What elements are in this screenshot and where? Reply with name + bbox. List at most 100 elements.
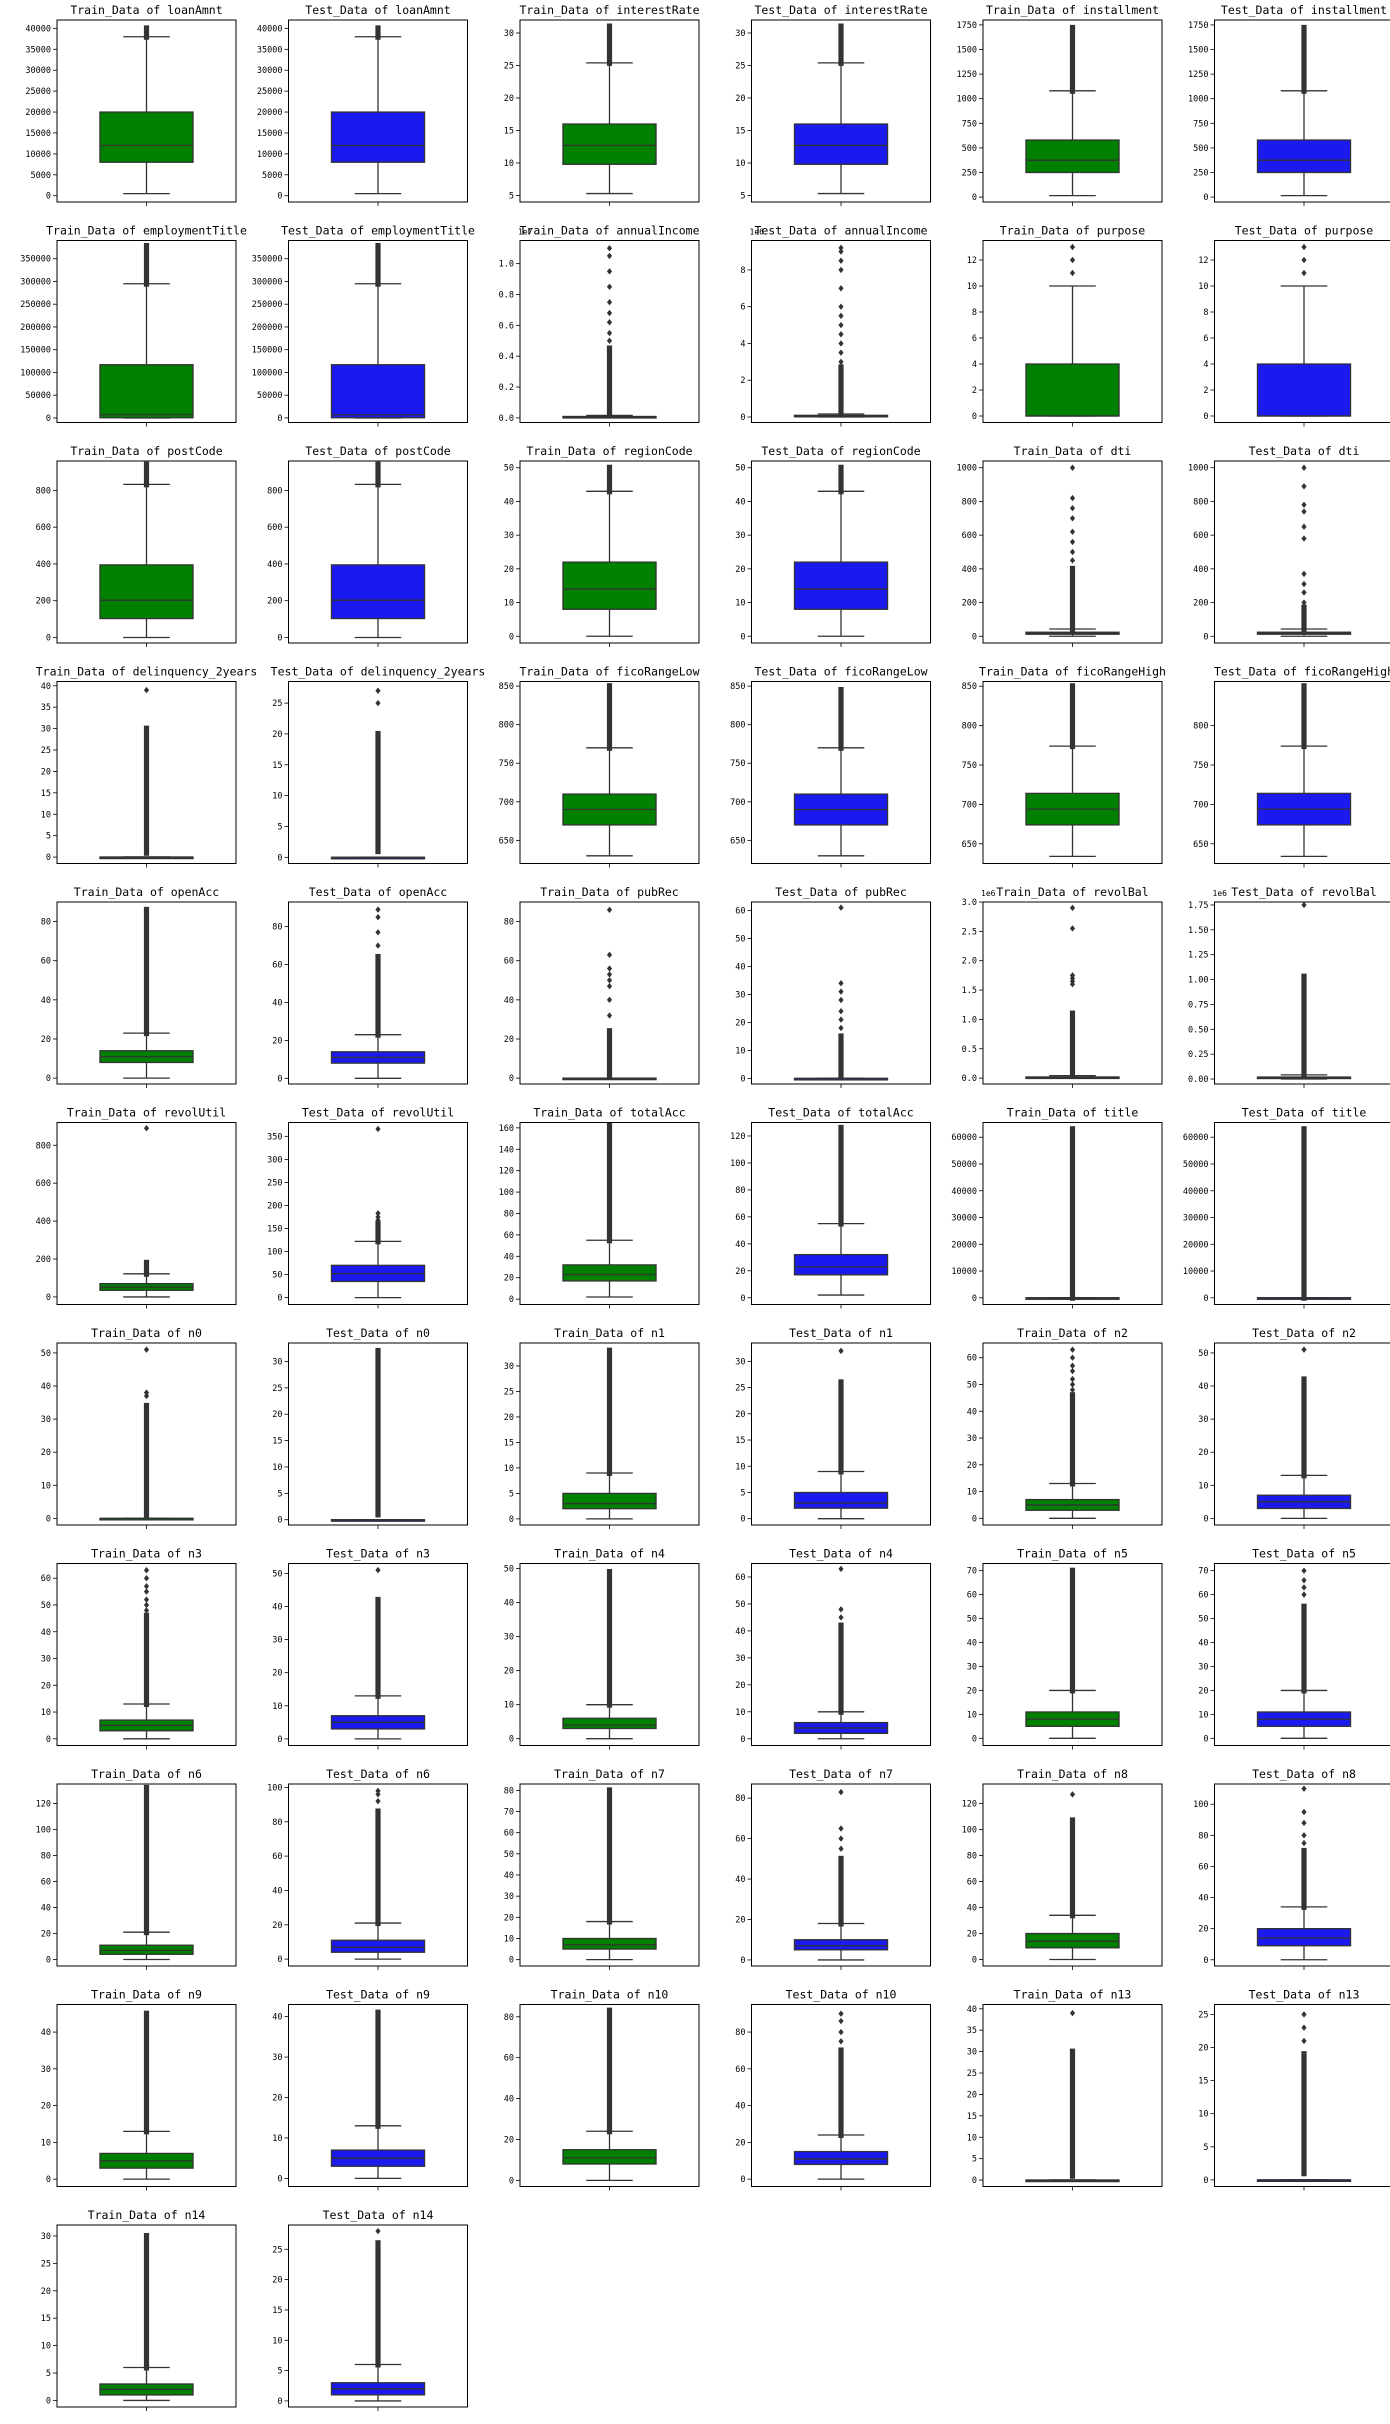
outlier-point <box>1069 1375 1076 1383</box>
boxplot-panel: Test_Data of ficoRangeHigh 650 700 750 800 <box>1193 665 1390 868</box>
outlier-cluster <box>838 364 844 418</box>
y-tick-label: 30 <box>1198 1662 1208 1672</box>
y-tick-label: 500 <box>1193 144 1208 154</box>
outlier-cluster <box>143 906 150 1037</box>
outlier-point <box>606 337 613 344</box>
boxplot-panel: Train_Data of regionCode 0 10 20 30 40 50 <box>504 444 700 647</box>
panel-title: Test_Data of interestRate <box>754 3 927 17</box>
y-tick-label: 0 <box>1203 412 1208 422</box>
y-tick-label: 750 <box>962 761 977 771</box>
y-tick-label: 15 <box>41 2314 51 2324</box>
plot-frame <box>1214 901 1390 1085</box>
y-tick-label: 60000 <box>951 1133 977 1143</box>
y-tick-label: 10 <box>1198 2110 1208 2120</box>
panel-title: Test_Data of n13 <box>1249 1988 1360 2002</box>
y-tick-label: 40 <box>504 1599 514 1609</box>
outlier-cluster <box>838 464 844 495</box>
y-tick-label: 15 <box>272 1437 282 1447</box>
outlier-point <box>838 266 844 274</box>
outlier-point <box>1069 256 1076 264</box>
y-tick-label: 20000 <box>25 108 51 118</box>
y-tick-label: 40 <box>272 2013 282 2023</box>
y-tick-label: 10 <box>967 1710 977 1720</box>
outlier-point <box>375 913 381 921</box>
y-tick-label: 5000 <box>31 171 51 181</box>
outlier-point <box>838 358 844 366</box>
y-tick-label: 50 <box>504 1850 514 1860</box>
outlier-point <box>143 1389 150 1396</box>
y-tick-label: 1000 <box>957 95 977 105</box>
boxplot-panel: Train_Data of n8 0 20 40 60 80 100 120 <box>962 1767 1163 1970</box>
iqr-box <box>562 1492 657 1510</box>
outlier-point <box>1301 535 1307 542</box>
outlier-cluster <box>143 461 150 488</box>
boxplot-panel: Train_Data of purpose 0 2 4 6 8 10 12 <box>967 224 1163 427</box>
outlier-cluster <box>375 461 381 488</box>
y-tick-label: 20 <box>41 1681 51 1691</box>
y-tick-label: 60 <box>41 957 51 967</box>
plot-frame <box>1214 2004 1390 2187</box>
outlier-point <box>1301 589 1307 596</box>
outlier-point <box>838 244 844 252</box>
panel-title: Test_Data of n14 <box>323 2208 434 2222</box>
panel-title: Test_Data of annualIncome <box>754 224 927 238</box>
outlier-point <box>838 312 844 320</box>
outlier-cluster <box>606 1028 613 1080</box>
y-tick-label: 6 <box>972 334 977 344</box>
y-tick-label: 750 <box>962 119 977 129</box>
y-tick-label: 40 <box>41 2028 51 2038</box>
outlier-point <box>375 1216 381 1224</box>
iqr-box <box>330 364 426 419</box>
panel-title: Test_Data of n9 <box>326 1988 430 2002</box>
y-tick-label: 25 <box>504 62 514 72</box>
y-tick-label: 20000 <box>257 108 283 118</box>
y-tick-label: 20 <box>41 1448 51 1458</box>
boxplot-panel: Test_Data of loanAmnt 0 5000 10000 15000 2000… <box>257 3 468 206</box>
y-tick-label: 0.4 <box>499 352 514 362</box>
boxplot-panel: Train_Data of n6 0 20 40 60 80 100 120 <box>36 1767 237 1970</box>
panel-title: Test_Data of n7 <box>789 1767 893 1781</box>
y-tick-label: 60 <box>967 1591 977 1601</box>
panel-title: Test_Data of revolUtil <box>302 1106 454 1120</box>
panel-title: Test_Data of regionCode <box>761 444 920 458</box>
outlier-point <box>1301 1808 1307 1816</box>
y-tick-label: 20 <box>41 1930 51 1940</box>
y-tick-label: 20 <box>504 94 514 104</box>
y-tick-label: 10 <box>735 599 745 609</box>
panel-title: Test_Data of n0 <box>326 1326 430 1340</box>
outlier-point <box>1301 1577 1307 1584</box>
outlier-point <box>1069 1367 1076 1375</box>
y-tick-label: 40 <box>1198 1382 1208 1392</box>
y-tick-label: 10 <box>735 1462 745 1472</box>
y-tick-label: 10 <box>504 1934 514 1944</box>
y-tick-label: 40 <box>1198 1639 1208 1649</box>
boxplot-panel: Test_Data of revolUtil 0 50 100 150 200 250 300… <box>267 1106 468 1309</box>
y-tick-label: 10 <box>41 1708 51 1718</box>
plot-frame <box>751 1342 931 1526</box>
panel-title: Train_Data of n3 <box>91 1547 202 1561</box>
plot-frame <box>56 460 237 644</box>
y-tick-label: 40 <box>272 998 282 1008</box>
boxplot-panel: Test_Data of regionCode 0 10 20 30 40 50 <box>735 444 931 647</box>
plot-frame <box>519 681 700 864</box>
outlier-cluster <box>375 1808 381 1927</box>
y-tick-label: 5000 <box>262 171 282 181</box>
panel-title: Train_Data of ficoRangeHigh <box>979 665 1166 679</box>
y-tick-label: 4 <box>972 360 977 370</box>
y-tick-label: 30 <box>967 1662 977 1672</box>
y-tick-label: 1500 <box>1188 46 1208 56</box>
y-tick-label: 25 <box>272 2245 282 2255</box>
outlier-point <box>1301 599 1307 606</box>
plot-frame <box>519 460 700 644</box>
y-tick-label: 5 <box>277 822 282 832</box>
outlier-point <box>1301 1346 1307 1353</box>
panel-title: Train_Data of annualIncome <box>519 224 699 238</box>
boxplot-panel: Train_Data of interestRate 5 10 15 20 25 30 <box>504 3 700 206</box>
y-tick-label: 400 <box>267 560 282 570</box>
boxplot-panel: Test_Data of employmentTitle 0 50000 100000… <box>252 224 475 427</box>
y-tick-label: 0 <box>46 1293 51 1303</box>
y-tick-label: 40 <box>504 1252 514 1262</box>
y-tick-label: 40 <box>41 682 51 692</box>
y-tick-label: 10 <box>504 159 514 169</box>
y-tick-label: 100 <box>499 1188 514 1198</box>
